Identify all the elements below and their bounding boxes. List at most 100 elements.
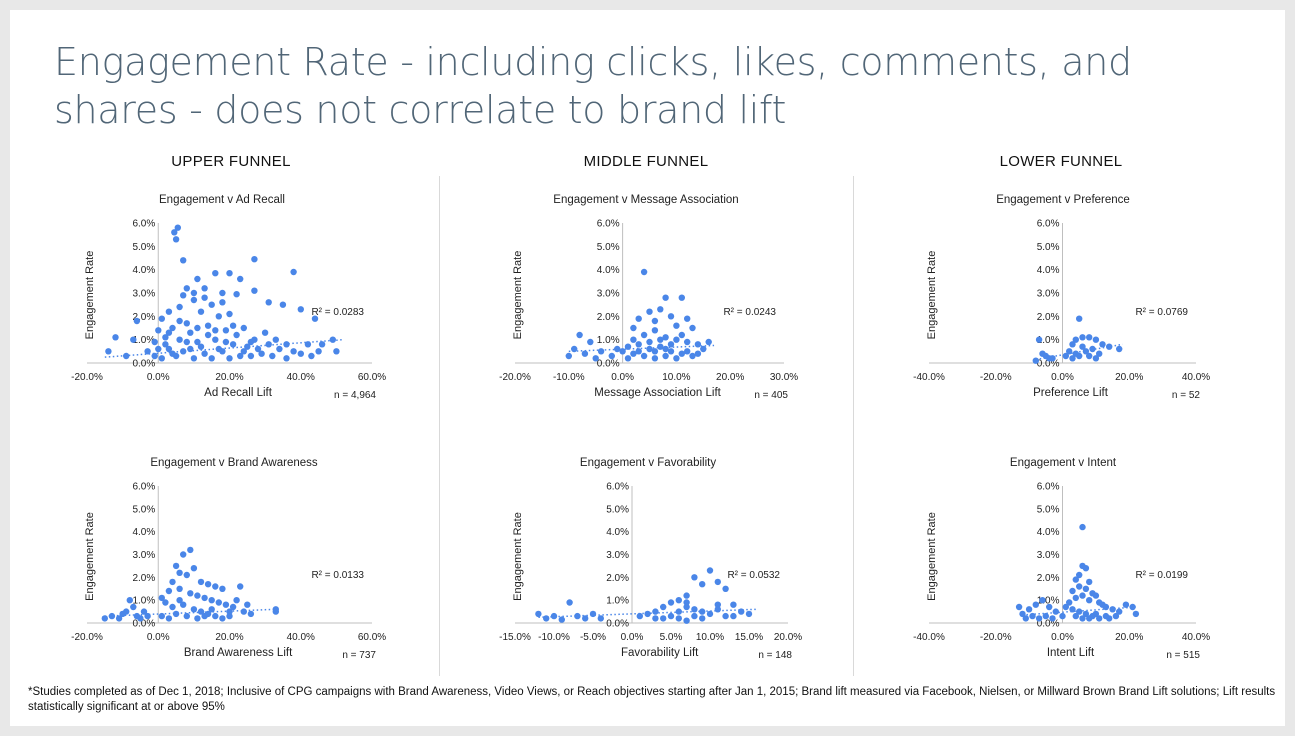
- data-point: [1035, 336, 1043, 343]
- x-tick-label: 40.0%: [1182, 632, 1210, 643]
- sample-size-label: n = 405: [754, 390, 788, 401]
- data-point: [233, 331, 240, 339]
- x-tick-label: -5.0%: [580, 632, 606, 643]
- data-point: [705, 338, 712, 346]
- data-point: [684, 348, 691, 355]
- x-tick-label: -15.0%: [499, 632, 531, 643]
- data-point: [272, 336, 279, 343]
- x-tick-label: 0.0%: [621, 632, 644, 643]
- y-tick-label: 1.0%: [132, 596, 155, 607]
- data-point: [745, 610, 753, 618]
- data-point: [283, 341, 290, 348]
- data-point: [646, 345, 653, 353]
- y-tick-label: 6.0%: [606, 482, 629, 493]
- y-tick-label: 3.0%: [1037, 289, 1060, 300]
- data-point: [158, 594, 165, 602]
- data-point: [722, 612, 729, 620]
- data-point: [204, 581, 212, 588]
- r-squared-label: R² = 0.0769: [1135, 307, 1188, 318]
- data-point: [108, 612, 116, 620]
- x-tick-label: -20.0%: [980, 632, 1012, 643]
- data-point: [269, 352, 276, 360]
- x-tick-label: 15.0%: [735, 632, 763, 643]
- data-point: [215, 313, 222, 320]
- chart-title: Engagement v Brand Awareness: [150, 457, 318, 469]
- data-point: [101, 615, 109, 622]
- data-point: [1072, 612, 1080, 620]
- funnel-heading-upper: UPPER FUNNEL: [171, 153, 291, 170]
- data-point: [640, 331, 648, 339]
- data-point: [1079, 343, 1086, 350]
- column-divider: [439, 176, 440, 676]
- x-tick-label: 20.0%: [716, 372, 744, 383]
- data-point: [722, 585, 729, 592]
- data-point: [1076, 571, 1083, 579]
- data-point: [187, 345, 194, 353]
- data-point: [651, 317, 659, 325]
- data-point: [1082, 610, 1090, 618]
- data-point: [566, 599, 573, 606]
- data-point: [174, 224, 181, 231]
- x-tick-label: -40.0%: [913, 372, 945, 383]
- data-point: [229, 603, 237, 611]
- data-point: [226, 612, 233, 620]
- data-point: [1032, 357, 1039, 364]
- y-tick-label: 0.0%: [1037, 619, 1060, 630]
- x-axis-label: Brand Awareness Lift: [184, 647, 293, 659]
- y-tick-label: 5.0%: [1037, 504, 1060, 515]
- x-tick-label: -20.0%: [980, 372, 1012, 383]
- data-point: [197, 578, 205, 586]
- chart-title: Engagement v Favorability: [580, 457, 716, 469]
- data-point: [691, 574, 698, 581]
- x-tick-label: 40.0%: [1182, 372, 1210, 383]
- y-tick-label: 1.0%: [132, 335, 155, 346]
- data-point: [212, 327, 219, 334]
- data-point: [1072, 594, 1080, 602]
- data-point: [592, 355, 599, 362]
- data-point: [694, 350, 702, 357]
- trend-line: [104, 608, 276, 617]
- data-point: [651, 327, 659, 334]
- data-point: [126, 597, 133, 604]
- data-point: [1046, 603, 1053, 611]
- data-point: [635, 315, 642, 322]
- data-point: [297, 306, 304, 313]
- data-point: [176, 336, 183, 343]
- r-squared-label: R² = 0.0133: [311, 570, 364, 581]
- data-point: [144, 348, 151, 355]
- y-tick-label: 5.0%: [132, 504, 155, 515]
- data-point: [1086, 352, 1093, 360]
- y-tick-label: 4.0%: [1037, 527, 1060, 538]
- data-point: [652, 615, 659, 622]
- data-point: [180, 348, 187, 355]
- data-point: [1086, 597, 1093, 604]
- data-point: [699, 608, 706, 615]
- data-point: [683, 599, 690, 606]
- data-point: [171, 229, 178, 236]
- data-point: [258, 350, 265, 357]
- data-point: [565, 352, 572, 360]
- data-point: [640, 268, 648, 276]
- data-point: [333, 348, 340, 355]
- data-point: [683, 592, 690, 599]
- data-point: [137, 615, 144, 622]
- y-tick-label: 4.0%: [1037, 265, 1060, 276]
- data-point: [1096, 350, 1103, 357]
- funnel-heading-middle: MIDDLE FUNNEL: [583, 153, 709, 170]
- data-point: [201, 594, 208, 602]
- data-point: [240, 348, 247, 355]
- data-point: [1072, 576, 1080, 583]
- data-point: [646, 308, 653, 315]
- r-squared-label: R² = 0.0199: [1135, 570, 1188, 581]
- data-point: [176, 317, 183, 325]
- data-point: [219, 615, 226, 622]
- y-tick-label: 0.0%: [132, 619, 155, 630]
- data-point: [1032, 601, 1039, 608]
- data-point: [630, 350, 637, 357]
- y-tick-label: 2.0%: [1037, 312, 1060, 323]
- data-point: [222, 338, 230, 346]
- data-point: [1109, 606, 1116, 613]
- x-tick-label: 0.0%: [1051, 632, 1074, 643]
- data-point: [1079, 523, 1086, 531]
- data-point: [699, 615, 706, 622]
